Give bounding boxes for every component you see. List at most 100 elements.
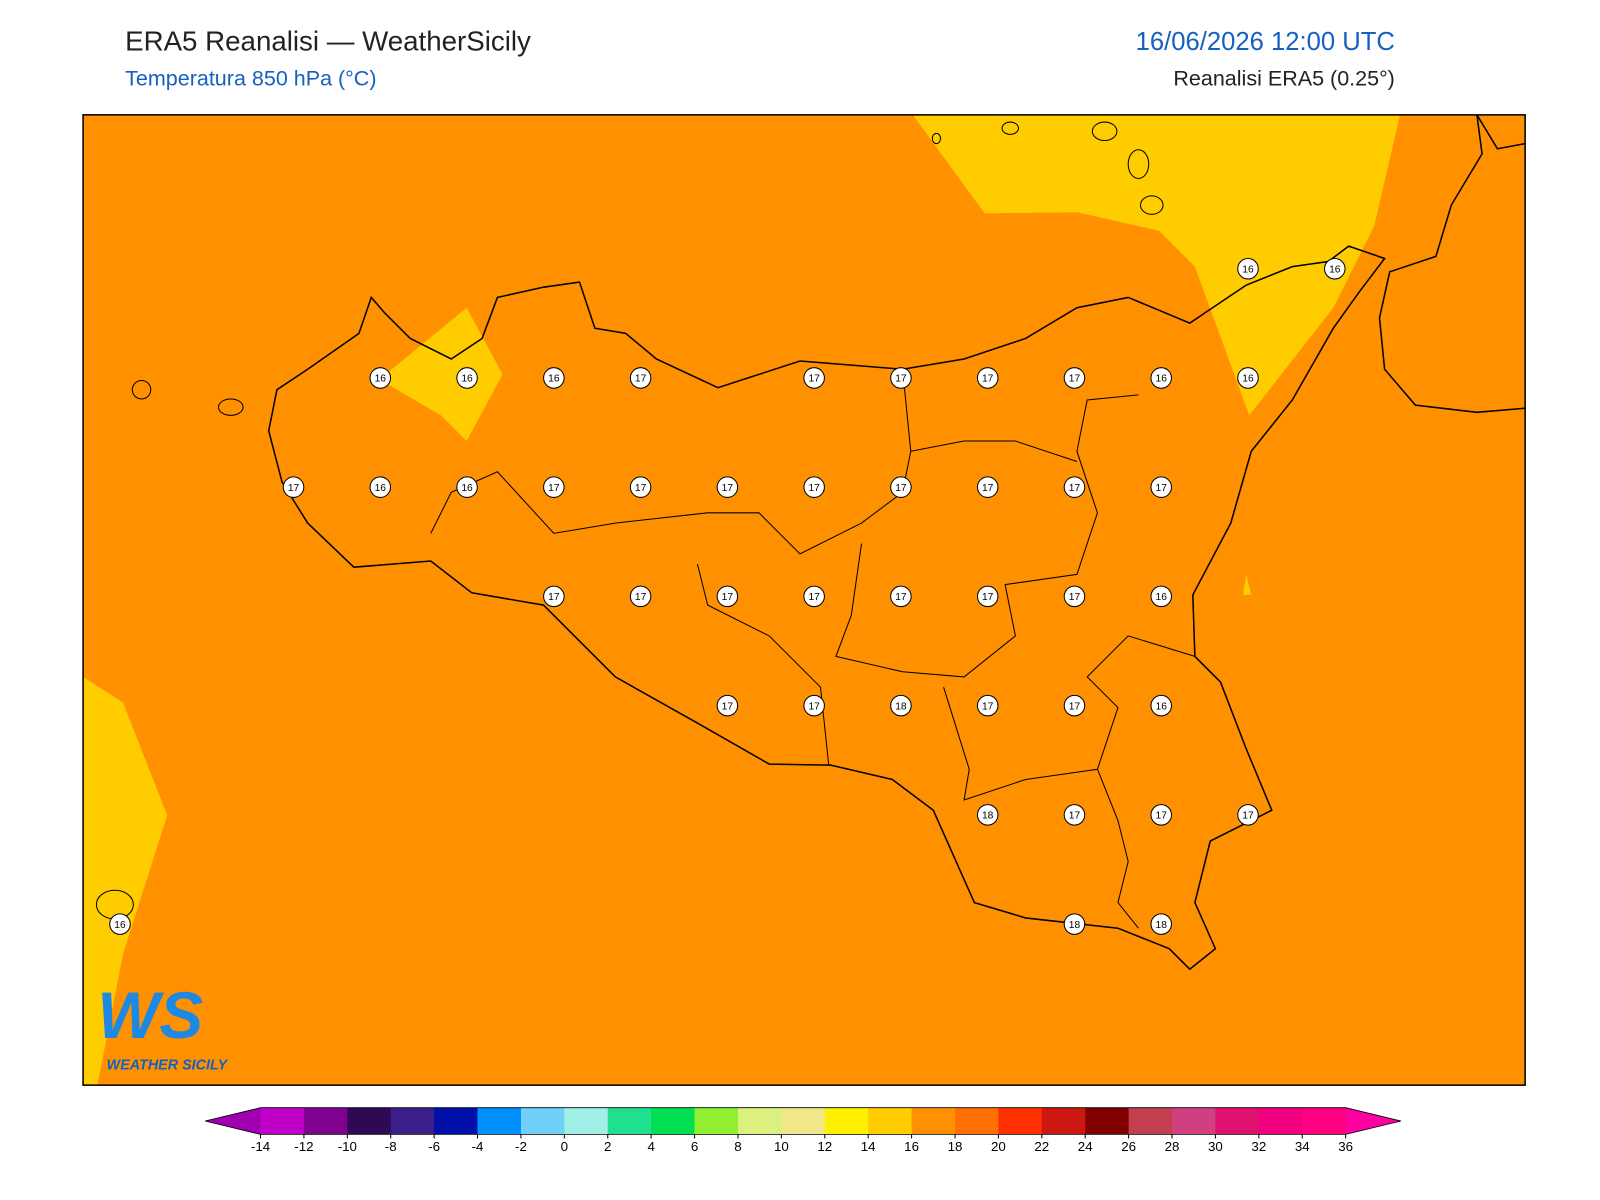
colorbar-bin (390, 1107, 435, 1135)
colorbar-bin (954, 1107, 999, 1135)
colorbar-tick-label: -6 (428, 1139, 440, 1154)
value-label: 17 (808, 592, 820, 603)
colorbar-bin (303, 1107, 348, 1135)
value-marker (976, 694, 999, 717)
colorbar-tick-label: 0 (561, 1139, 568, 1154)
value-label: 18 (1156, 920, 1168, 931)
value-marker (1063, 476, 1086, 498)
value-label: 18 (895, 701, 907, 712)
colorbar-tick-label: -4 (472, 1139, 484, 1154)
island (217, 398, 244, 416)
colorbar: -14 -12 -10 -8 -6 -4 -2 0 2 4 6 8 10 12 14 16 18 20 22 24 26… (205, 1107, 1402, 1154)
colorbar-tick-label: 16 (904, 1139, 919, 1154)
value-marker (282, 476, 305, 498)
colorbar-tick-label: 14 (861, 1139, 876, 1154)
isotherm-area (83, 676, 168, 1086)
colorbar-bin (911, 1107, 956, 1135)
value-marker (629, 585, 652, 608)
value-marker (109, 913, 131, 935)
value-marker (803, 585, 825, 608)
value-marker (1237, 257, 1259, 280)
value-label: 17 (722, 483, 734, 494)
isotherm-area (379, 307, 503, 442)
value-marker (803, 694, 825, 717)
value-marker (1063, 585, 1086, 608)
colorbar-tick-label: 2 (604, 1139, 611, 1154)
value-label: 18 (1069, 920, 1081, 931)
value-label: 17 (895, 592, 907, 603)
value-label: 17 (288, 483, 300, 494)
island (931, 132, 942, 145)
coastline (267, 245, 1386, 971)
value-marker (1237, 804, 1259, 826)
value-marker (1150, 913, 1172, 935)
value-label: 17 (982, 701, 994, 712)
colorbar-bin (694, 1107, 739, 1135)
island (1139, 195, 1164, 215)
value-label: 17 (722, 592, 734, 603)
source: Reanalisi ERA5 (0.25°) (1173, 67, 1394, 91)
colorbar-tick-label: 30 (1208, 1139, 1223, 1154)
isotherm-area (1243, 574, 1252, 595)
colorbar-tick-label: -12 (294, 1139, 313, 1154)
value-label: 16 (114, 920, 126, 931)
colorbar-tick-label: 18 (948, 1139, 963, 1154)
colorbar-bin (347, 1107, 392, 1135)
value-marker (1063, 694, 1086, 717)
value-marker (629, 476, 652, 498)
colorbar-bin (434, 1107, 479, 1135)
value-label: 16 (1242, 264, 1254, 275)
value-marker (890, 476, 912, 498)
value-marker (976, 804, 999, 826)
value-marker (1150, 476, 1172, 498)
colorbar-bin (477, 1107, 522, 1135)
value-label: 16 (375, 483, 387, 494)
value-marker (1150, 694, 1172, 717)
province-border (910, 440, 1078, 463)
value-marker (543, 476, 565, 498)
island (131, 380, 152, 400)
value-label: 17 (982, 374, 994, 385)
colorbar-bin (1085, 1107, 1130, 1135)
value-label: 17 (1069, 811, 1081, 822)
province-border (1096, 769, 1139, 929)
isotherm-area (912, 114, 1400, 416)
value-label: 16 (1242, 374, 1254, 385)
logo-mark: WS (97, 979, 203, 1052)
value-label: 16 (1156, 592, 1168, 603)
value-label: 17 (635, 374, 647, 385)
colorbar-tick-label: 32 (1251, 1139, 1266, 1154)
colorbar-bin (1172, 1107, 1216, 1135)
subtitle: Temperatura 850 hPa (°C) (125, 67, 376, 91)
value-marker (629, 367, 652, 389)
colorbar-bin (651, 1107, 696, 1135)
colorbar-bin (260, 1107, 305, 1135)
colorbar-tick-label: -2 (515, 1139, 527, 1154)
value-marker (716, 476, 739, 498)
colorbar-tick-label: 10 (774, 1139, 789, 1154)
colorbar-tick-label: -8 (385, 1139, 397, 1154)
value-marker (1150, 804, 1172, 826)
colorbar-bin (737, 1107, 782, 1135)
value-marker (976, 476, 999, 498)
value-marker (1237, 367, 1259, 389)
title: ERA5 Reanalisi — WeatherSicily (125, 25, 531, 56)
value-label: 16 (461, 483, 473, 494)
datetime: 16/06/2026 12:00 UTC (1136, 28, 1395, 56)
value-label: 17 (1156, 483, 1168, 494)
value-marker (716, 694, 739, 717)
colorbar-tick-label: 22 (1034, 1139, 1049, 1154)
colorbar-tick-label: -14 (251, 1139, 271, 1154)
colorbar-tick-label: 36 (1338, 1139, 1353, 1154)
value-label: 17 (548, 592, 560, 603)
colorbar-bin (564, 1107, 609, 1135)
value-marker (1063, 913, 1086, 935)
value-marker (890, 367, 912, 389)
value-label: 17 (1069, 483, 1081, 494)
colorbar-bin (520, 1107, 565, 1135)
value-marker (890, 585, 912, 608)
colorbar-bin (868, 1107, 913, 1135)
province-border (835, 394, 1139, 678)
colorbar-tick-label: 34 (1295, 1139, 1310, 1154)
